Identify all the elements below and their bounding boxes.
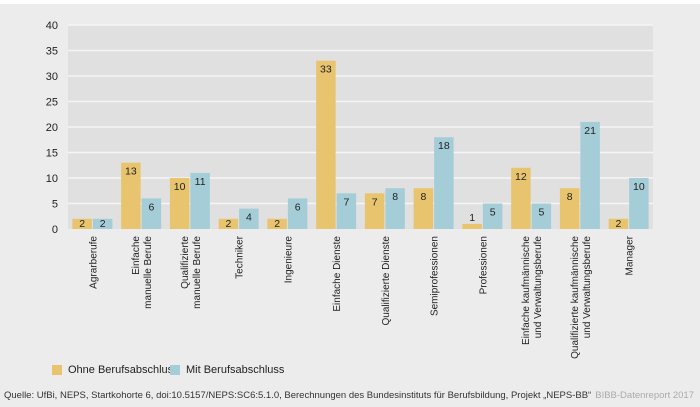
y-tick-label: 20	[46, 122, 58, 134]
bar-mit	[434, 137, 454, 229]
data-label: 1	[469, 212, 475, 224]
data-label: 4	[246, 212, 252, 224]
data-label: 8	[420, 191, 426, 203]
data-label: 7	[372, 196, 378, 208]
bar-mit	[629, 178, 649, 229]
x-tick-label: Einfache Dienste	[332, 236, 343, 312]
bar-mit	[92, 218, 113, 229]
x-tick-label: Techniker	[235, 235, 246, 278]
data-label: 10	[174, 181, 186, 193]
x-tick-label: Ingenieure	[283, 236, 294, 284]
data-label: 2	[100, 218, 106, 230]
bar-ohne	[267, 218, 287, 229]
y-tick-label: 25	[46, 97, 58, 109]
data-label: 2	[225, 218, 231, 230]
y-tick-label: 10	[46, 173, 58, 185]
bar-ohne	[413, 188, 434, 229]
bar-ohne	[169, 178, 190, 229]
data-label: 6	[148, 201, 154, 213]
data-label: 8	[567, 191, 573, 203]
bar-mit	[336, 193, 357, 229]
y-tick-label: 40	[46, 20, 58, 32]
data-label: 2	[274, 218, 280, 230]
bar-ohne	[559, 188, 580, 229]
bar-mit	[385, 188, 405, 229]
data-label: 2	[79, 218, 85, 230]
bar-ohne	[72, 218, 92, 229]
data-label: 10	[633, 181, 645, 193]
data-label: 13	[125, 166, 137, 178]
x-tick-label: Agrarberufe	[88, 236, 99, 289]
x-tick-label: Einfache kaufmännische	[521, 236, 532, 345]
data-label: 5	[538, 207, 544, 219]
y-tick-label: 0	[52, 224, 58, 236]
bar-mit	[482, 203, 503, 229]
bar-mit	[239, 208, 259, 229]
legend-label-ohne: Ohne Berufsabschluss	[68, 364, 179, 376]
bar-mit	[580, 121, 600, 229]
bar-ohne	[218, 218, 239, 229]
data-label: 8	[392, 191, 398, 203]
data-label: 6	[295, 201, 301, 213]
data-label: 33	[320, 64, 332, 76]
bar-mit	[531, 203, 552, 229]
bar-ohne	[364, 193, 385, 229]
x-tick-label: Einfache	[131, 236, 142, 275]
y-tick-label: 35	[46, 46, 58, 58]
data-label: 5	[490, 207, 496, 219]
y-tick-label: 5	[52, 199, 58, 211]
x-tick-label: Qualifizierte	[180, 236, 191, 289]
x-tick-label: Qualifizierte Dienste	[381, 236, 392, 326]
bar-ohne	[316, 60, 336, 230]
bar-ohne	[608, 218, 629, 229]
data-label: 12	[515, 171, 527, 183]
legend-label-mit: Mit Berufsabschluss	[186, 364, 285, 376]
x-tick-label: und Verwaltungsberufe	[533, 236, 544, 339]
data-label: 21	[584, 125, 596, 137]
x-tick-label: Semiprofessionen	[430, 236, 441, 316]
bar-ohne	[511, 167, 531, 229]
x-tick-label: Qualifizierte kaufmännische	[570, 236, 581, 359]
x-tick-label: manuelle Berufe	[192, 236, 203, 309]
data-label: 7	[343, 196, 349, 208]
bar-ohne	[462, 223, 482, 229]
data-label: 18	[438, 140, 450, 152]
source-note: Quelle: UfBi, NEPS, Startkohorte 6, doi:…	[4, 390, 592, 401]
data-label: 11	[195, 176, 206, 188]
legend-item-ohne: Ohne Berufsabschluss	[52, 364, 179, 376]
legend-swatch-ohne	[52, 365, 62, 375]
data-label: 2	[615, 218, 621, 230]
bar-mit	[287, 198, 308, 229]
legend-swatch-mit	[170, 365, 180, 375]
bar-mit	[141, 198, 162, 229]
credit-note: BIBB-Datenreport 2017	[595, 390, 694, 401]
x-tick-label: und Verwaltungsberufe	[582, 236, 593, 339]
bar-mit	[190, 172, 210, 229]
legend-item-mit: Mit Berufsabschluss	[170, 364, 284, 376]
x-tick-label: manuelle Berufe	[143, 236, 154, 309]
chart-frame: 0 5 10 15 20 25 30 35 40 2 2 Agrarberufe 13 6 Einfache…	[0, 4, 700, 407]
bar-ohne	[121, 162, 141, 229]
x-tick-label: Manager	[625, 235, 636, 275]
y-tick-label: 30	[46, 71, 58, 83]
y-tick-label: 15	[46, 148, 58, 160]
x-tick-label: Professionen	[478, 236, 489, 294]
